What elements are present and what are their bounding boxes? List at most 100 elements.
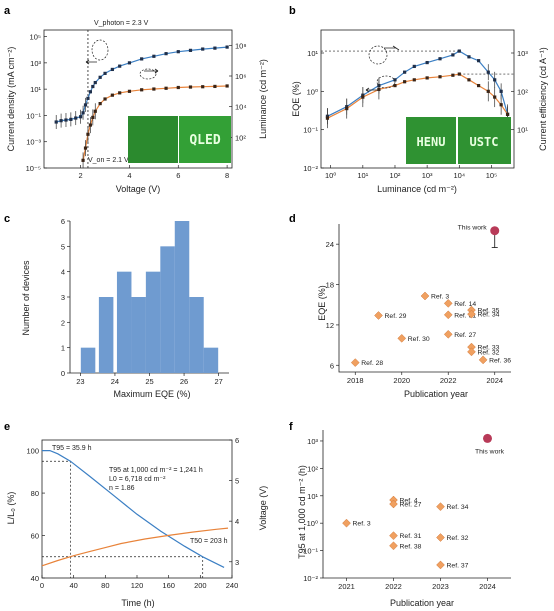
current-density-point (81, 111, 85, 115)
this-work-point (490, 226, 500, 236)
reference-label: Ref. 30 (408, 336, 430, 343)
y-tick-label-f: 10¹ (307, 492, 318, 501)
y-tick-label-f: 10⁻¹ (303, 547, 318, 556)
x-tick-label-d: 2020 (393, 376, 410, 385)
y-tick-label-c: 0 (61, 369, 65, 378)
y-tick-label-left-b: 10⁻¹ (303, 126, 318, 135)
arrow-left-icon (365, 87, 378, 93)
eqe-point (486, 89, 490, 93)
panel-label-e: e (4, 421, 10, 433)
v-on-annotation: V_on = 2.1 V (88, 157, 129, 164)
x-tick-label-d: 2022 (440, 376, 457, 385)
this-work-label: This work (475, 448, 505, 455)
y-tick-label-right-e: 6 (235, 436, 239, 445)
axes-d (338, 224, 511, 373)
plot-frame-b (320, 29, 515, 169)
x-tick-label-a: 6 (176, 171, 180, 180)
t50-guide (42, 556, 204, 578)
luminance-point (81, 158, 85, 162)
luminance-point (98, 102, 102, 106)
inset-henu-text: HENU (417, 135, 446, 149)
reference-label: Ref. 38 (400, 543, 422, 550)
x-tick-label-d: 2018 (347, 376, 364, 385)
y-tick-label-left-b: 10⁰ (307, 87, 318, 96)
x-tick-label-e: 240 (226, 581, 239, 590)
y-tick-label-left-e: 60 (31, 532, 39, 541)
y-axis-label-left-b: EQE (%) (291, 81, 301, 117)
reference-label: Ref. 27 (454, 332, 476, 339)
x-axis-label-b: Luminance (cd m⁻²) (377, 184, 457, 194)
v-photon-annotation: V_photon = 2.3 V (94, 20, 149, 27)
x-axis-label-d: Publication year (404, 389, 468, 399)
current-density-point (164, 52, 168, 56)
reference-point (342, 518, 351, 528)
reference-label: Ref. 4 (400, 498, 418, 505)
ce-point (477, 59, 481, 63)
luminance-point (176, 85, 180, 90)
y-tick-label-f: 10⁰ (307, 519, 318, 528)
reference-point (467, 347, 476, 357)
reference-label: Ref. 36 (489, 357, 511, 364)
y-tick-label-left-a: 10¹ (30, 85, 41, 94)
luminance-axis-indicator (139, 68, 157, 80)
eqe-point (467, 78, 471, 82)
ce-point (425, 60, 429, 65)
t95-annotation: T95 = 35.9 h (52, 445, 92, 452)
y-tick-label-f: 10³ (307, 437, 318, 446)
reference-point (443, 329, 453, 339)
reference-label: Ref. 3 (431, 293, 449, 300)
eqe-point (325, 116, 330, 120)
ce-point (451, 53, 455, 57)
ce-point (403, 70, 407, 74)
current-density-point (59, 119, 63, 123)
panel-f: f 10³ 10² 10¹ 10⁰ 10⁻¹ 10⁻² 2021 2022 2023 2024 Re… (289, 421, 511, 608)
reference-point (436, 533, 445, 542)
y-tick-label-right-b: 10³ (517, 49, 528, 58)
x-axis-label-e: Time (h) (121, 598, 154, 608)
histogram-bar (145, 271, 161, 373)
n-note: n = 1.86 (109, 485, 135, 492)
reference-point (478, 355, 488, 365)
luminance-point (152, 87, 156, 91)
x-axis-label-a: Voltage (V) (116, 184, 161, 194)
x-tick-label-b: 10⁴ (454, 171, 466, 180)
current-density-point (88, 90, 92, 94)
luminance-point (86, 132, 90, 136)
reference-point (389, 531, 398, 541)
panel-label-f: f (289, 421, 293, 433)
histogram-bar (189, 297, 204, 373)
x-tick-label-c: 26 (180, 377, 188, 386)
l0-note: L0 = 6,718 cd m⁻² (109, 476, 166, 483)
x-tick-label-c: 23 (76, 377, 84, 386)
luminance-point (118, 91, 122, 95)
x-tick-label-f: 2024 (479, 582, 496, 591)
eqe-point (377, 87, 381, 92)
y-tick-label-c: 2 (61, 318, 65, 327)
ce-point (493, 78, 497, 82)
current-density-point (225, 45, 229, 49)
current-density-point (213, 46, 217, 50)
y-tick-label-d: 6 (330, 361, 334, 370)
current-density-point (152, 54, 156, 58)
y-tick-label-f: 10⁻² (303, 574, 318, 583)
histogram-bar (131, 297, 146, 373)
reference-point (443, 310, 453, 320)
panel-label-c: c (4, 213, 10, 225)
ce-axis-indicator (368, 45, 388, 65)
eqe-point (493, 95, 497, 99)
x-tick-label-b: 10⁰ (325, 171, 336, 180)
current-density-point (69, 117, 73, 121)
panel-label-d: d (289, 213, 296, 225)
inset-photo-henu (406, 117, 456, 164)
reference-point (389, 541, 398, 551)
y-tick-label-left-a: 10⁻¹ (26, 111, 41, 120)
luminance-decay-line (42, 450, 225, 568)
y-tick-label-right-a: 10² (235, 133, 246, 142)
voltage-line (41, 527, 229, 567)
current-density-point (54, 120, 58, 124)
x-tick-label-b: 10⁵ (486, 171, 497, 180)
y-tick-label-left-e: 40 (31, 574, 39, 583)
luminance-point (83, 146, 88, 150)
x-axis-label-f: Publication year (390, 598, 454, 608)
ce-point (499, 89, 503, 93)
